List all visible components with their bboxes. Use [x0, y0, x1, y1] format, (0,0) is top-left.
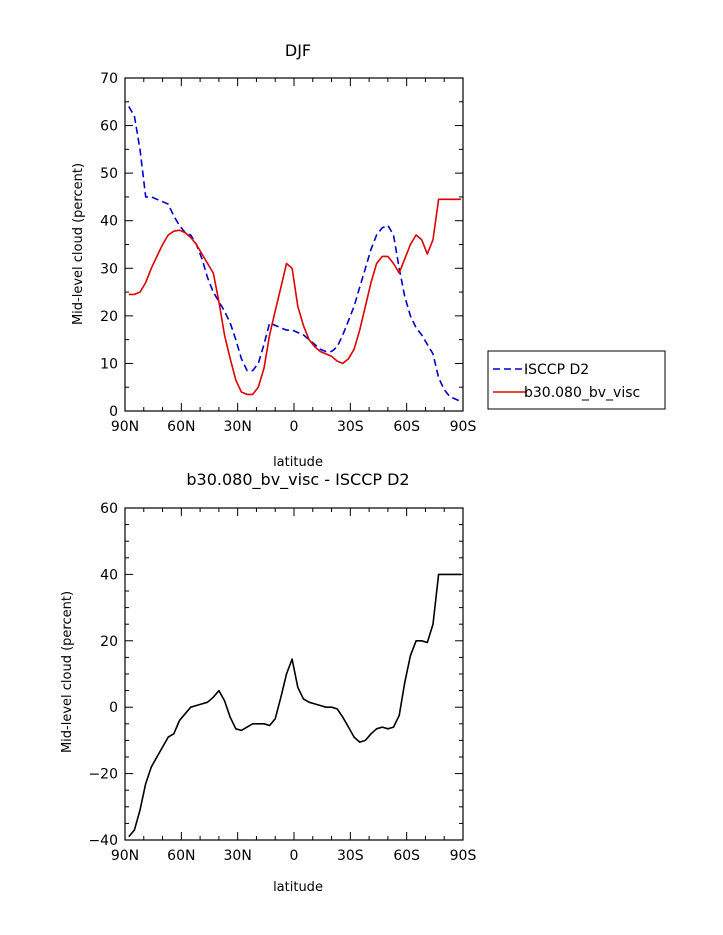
top-ytick-label: 0 — [109, 404, 118, 420]
top-xtick-label: 90S — [450, 419, 477, 435]
top-series-isccp-d2-line — [128, 106, 462, 403]
bottom-series-difference-line — [128, 573, 462, 838]
bottom-chart-title: b30.080_bv_visc - ISCCP D2 — [186, 470, 409, 490]
bottom-xtick-label: 90N — [111, 848, 139, 864]
bottom-ytick-label: 40 — [100, 567, 118, 583]
top-ytick-label: 30 — [100, 261, 118, 277]
top-xtick-label: 30N — [224, 419, 252, 435]
bottom-xtick-label: 90S — [450, 848, 477, 864]
top-chart-legend: ISCCP D2 b30.080_bv_visc — [487, 350, 666, 410]
bottom-ytick-label: 0 — [109, 700, 118, 716]
bottom-ytick-label: 20 — [100, 634, 118, 650]
top-chart-ticks — [124, 77, 464, 412]
top-chart-title: DJF — [285, 41, 311, 60]
bottom-chart-ylabel: Mid-level cloud (percent) — [60, 591, 75, 753]
top-ytick-label: 10 — [100, 356, 118, 372]
legend-label-isccp: ISCCP D2 — [524, 362, 589, 378]
bottom-ytick-label: −40 — [88, 833, 118, 849]
top-xtick-label: 90N — [111, 419, 139, 435]
top-series-b30-080-bv-visc-line — [128, 198, 462, 396]
bottom-chart-xlabel: latitude — [273, 880, 323, 895]
bottom-xtick-label: 60N — [167, 848, 195, 864]
top-chart-ylabel: Mid-level cloud (percent) — [71, 163, 86, 325]
top-chart-series — [128, 106, 462, 403]
top-xtick-label: 30S — [337, 419, 364, 435]
top-chart-tick-labels: 90N 60N 30N 0 30S 60S 90S 0 10 20 30 40 50 60 70 — [100, 71, 476, 435]
bottom-ytick-label: −20 — [88, 767, 118, 783]
top-chart: DJF 90N 60N 30N 0 30S 60S 90S 0 10 20 30 40 50 60 70 l… — [71, 41, 666, 470]
bottom-chart: b30.080_bv_visc - ISCCP D2 90N 60N 30N 0 30S… — [60, 470, 476, 895]
bottom-chart-ticks — [124, 507, 464, 841]
bottom-xtick-label: 0 — [290, 848, 299, 864]
top-xtick-label: 0 — [290, 419, 299, 435]
bottom-chart-tick-labels: 90N 60N 30N 0 30S 60S 90S −40 −20 0 20 40 60 — [88, 501, 476, 864]
bottom-chart-series — [128, 573, 462, 838]
bottom-ytick-label: 60 — [100, 501, 118, 517]
legend-box — [487, 350, 666, 410]
top-ytick-label: 40 — [100, 214, 118, 230]
bottom-xtick-label: 60S — [393, 848, 420, 864]
top-ytick-label: 50 — [100, 166, 118, 182]
top-chart-frame — [124, 77, 464, 412]
top-ytick-label: 60 — [100, 119, 118, 135]
legend-label-model: b30.080_bv_visc — [524, 385, 640, 401]
top-ytick-label: 20 — [100, 309, 118, 325]
bottom-xtick-label: 30S — [337, 848, 364, 864]
top-ytick-label: 70 — [100, 71, 118, 87]
top-chart-xlabel: latitude — [273, 455, 323, 470]
bottom-xtick-label: 30N — [224, 848, 252, 864]
bottom-chart-frame — [124, 507, 464, 841]
top-xtick-label: 60N — [167, 419, 195, 435]
top-xtick-label: 60S — [393, 419, 420, 435]
